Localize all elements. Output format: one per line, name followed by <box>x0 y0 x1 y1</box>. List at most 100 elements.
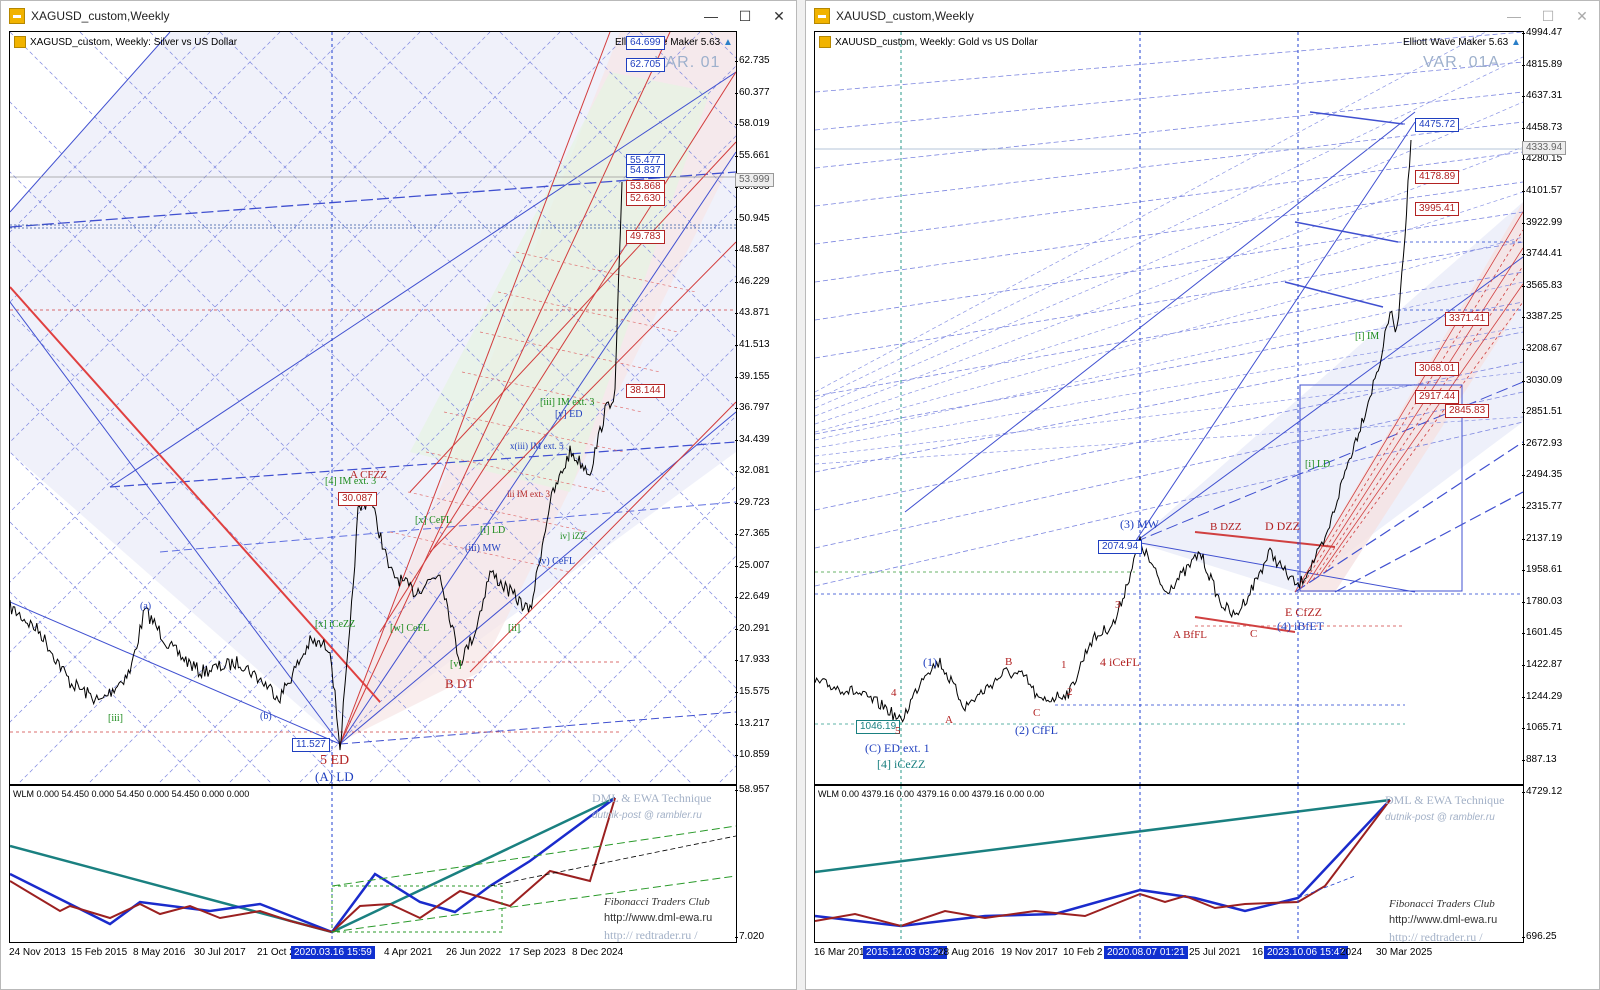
maximize-icon[interactable]: ☐ <box>738 7 752 24</box>
price-series <box>10 181 623 751</box>
right-price-scale[interactable]: 4994.47 4815.89 4637.31 4458.73 4280.15 4101.… <box>1521 27 1596 783</box>
price-tick: 43.871 <box>735 307 770 319</box>
dml-site[interactable]: http://www.dml-ewa.ru <box>604 912 713 924</box>
time-marker: 2015.12.03 03:20 <box>863 946 947 959</box>
time-label: 15 Feb 2015 <box>71 947 128 958</box>
left-time-axis[interactable]: 24 Nov 2013 15 Feb 2015 8 May 2016 30 Jul 2… <box>9 943 735 963</box>
left-indicator-panel[interactable]: WLM 0.000 54.450 0.000 54.450 0.000 54.4… <box>9 785 737 943</box>
price-tick: 55.661 <box>735 149 770 161</box>
dml-brand: DML & EWA Technique <box>1385 793 1505 807</box>
wave-label: 5 <box>895 725 901 737</box>
price-tick: 1601.45 <box>1521 627 1563 639</box>
price-tick: 48.587 <box>735 244 770 256</box>
left-price-scale[interactable]: 62.73560.37758.01955.66153.30350.94548.5… <box>735 31 795 783</box>
chart-window-icon <box>814 8 830 24</box>
fib-club: Fibonacci Traders Club <box>1389 898 1495 910</box>
price-tick: 4280.15 <box>1521 153 1563 165</box>
wave-label: 4 iCeFL <box>1100 655 1140 669</box>
left-title-bar[interactable]: XAGUSD_custom,Weekly — ☐ ✕ <box>1 1 796 31</box>
right-chart-window[interactable]: XAUUSD_custom,Weekly — ☐ ✕ XAUUSD_custom… <box>805 0 1600 990</box>
time-label: 8 May 2016 <box>133 947 186 958</box>
channel-line <box>1134 541 1416 593</box>
right-chart-canvas[interactable] <box>815 32 1523 784</box>
wave-label: [4] IM ext. 3 <box>325 476 377 487</box>
target-arrow <box>1284 281 1384 308</box>
time-label: 25 Jul 2021 <box>1189 947 1241 958</box>
left-price-chart[interactable]: XAGUSD_custom, Weekly: Silver vs US Doll… <box>9 31 737 785</box>
price-level-box: 3995.41 <box>1415 202 1460 216</box>
fib-club: Fibonacci Traders Club <box>604 896 710 908</box>
right-price-chart[interactable]: XAUUSD_custom, Weekly: Gold vs US Dollar… <box>814 31 1524 785</box>
wave-label: (2) CfFL <box>1015 723 1058 737</box>
price-level-box: 3068.01 <box>1415 362 1460 376</box>
current-price-box: 4333.94 <box>1522 141 1567 155</box>
price-tick: 50.945 <box>735 212 770 224</box>
ewm-brand-text: Elliott Wave Maker 5.63 <box>1403 37 1509 48</box>
right-time-axis[interactable]: 16 Mar 2014 2015.12.03 03:20 28 Aug 2016 19… <box>814 943 1522 963</box>
channel-line <box>109 71 736 488</box>
close-icon[interactable]: ✕ <box>773 7 785 24</box>
redtrader-site[interactable]: http:// redtrader.ru / <box>1389 930 1483 943</box>
wave-label: [x] iCeZZ <box>315 619 356 630</box>
wave-label: (A) LD <box>315 769 354 784</box>
price-tick: 1422.87 <box>1521 659 1563 670</box>
price-tick: 2851.51 <box>1521 406 1563 418</box>
wave-label: [i] IM <box>1355 331 1380 342</box>
wave-label: 3 <box>1115 599 1121 611</box>
wave-label: 5 ED <box>320 753 350 768</box>
dml-email: dutnik-post @ rambler.ru <box>1385 812 1495 823</box>
price-level-box: 4178.89 <box>1415 170 1460 184</box>
wave-label: x(iii) IM ext. 5 <box>510 441 564 451</box>
fib-fan-line <box>815 416 1523 465</box>
minimize-icon[interactable]: — <box>704 8 718 24</box>
right-indicator-panel[interactable]: WLM 0.00 4379.16 0.00 4379.16 0.00 4379.… <box>814 785 1524 943</box>
right-title-bar[interactable]: XAUUSD_custom,Weekly — ☐ ✕ <box>806 1 1599 31</box>
price-tick: 4458.73 <box>1521 121 1563 133</box>
minimize-icon[interactable]: — <box>1507 8 1521 24</box>
red-trendline <box>1194 616 1296 633</box>
channel-line <box>1294 441 1523 593</box>
fib-channel <box>1324 301 1523 573</box>
price-tick: 62.735 <box>735 55 770 66</box>
dml-site[interactable]: http://www.dml-ewa.ru <box>1389 914 1498 926</box>
fib-channel <box>1300 229 1523 589</box>
red-channel-fill <box>1295 202 1523 592</box>
maximize-icon[interactable]: ☐ <box>1541 7 1555 24</box>
fib-channel <box>1318 283 1523 577</box>
channel-fill <box>1135 202 1523 592</box>
fib-channel <box>1294 211 1523 593</box>
fib-fan-line <box>815 191 1523 425</box>
left-chart-header-text: XAGUSD_custom, Weekly: Silver vs US Doll… <box>30 36 238 48</box>
price-tick: 36.797 <box>735 402 770 414</box>
fib-fan-line <box>339 32 671 745</box>
channel-line <box>339 411 736 745</box>
price-tick: 887.13 <box>1522 753 1557 765</box>
channel-line <box>339 711 736 745</box>
wave-label: C <box>1250 628 1258 640</box>
time-label: 24 Nov 2013 <box>9 947 66 958</box>
chart-window-icon <box>9 8 25 24</box>
wave-label: A BfFL <box>1173 629 1207 641</box>
price-tick: 20.291 <box>735 622 770 634</box>
price-level-box: 62.705 <box>626 58 665 72</box>
left-chart-window[interactable]: XAGUSD_custom,Weekly — ☐ ✕ XAGUSD_custom… <box>0 0 797 990</box>
price-level-box: 2074.94 <box>1098 540 1143 554</box>
time-marker: 2020.03.16 15:59 <box>291 946 375 959</box>
wave-label: (iii) MW <box>465 543 501 554</box>
price-tick: 10.859 <box>735 749 770 761</box>
channel-line <box>339 151 736 745</box>
ind-tick-top: 4729.12 <box>1521 786 1563 797</box>
left-indicator-canvas <box>10 786 736 942</box>
price-tick: 3387.25 <box>1521 311 1563 323</box>
price-tick: 4994.47 <box>1521 27 1563 38</box>
fib-fan-line <box>815 151 1523 245</box>
redtrader-site[interactable]: http:// redtrader.ru / <box>604 928 698 942</box>
ind-tick-bottom: 7.020 <box>734 931 765 942</box>
right-indicator-scale: 4729.12 696.25 <box>1521 785 1596 942</box>
variant-label: VAR. 01A <box>1423 54 1501 71</box>
time-label: 30 Mar 2025 <box>1376 947 1433 958</box>
wave-label: [4] iCeZZ <box>877 757 926 771</box>
close-icon[interactable]: ✕ <box>1576 7 1588 24</box>
left-chart-canvas[interactable] <box>10 32 736 784</box>
wave-label: (a) <box>140 601 152 612</box>
